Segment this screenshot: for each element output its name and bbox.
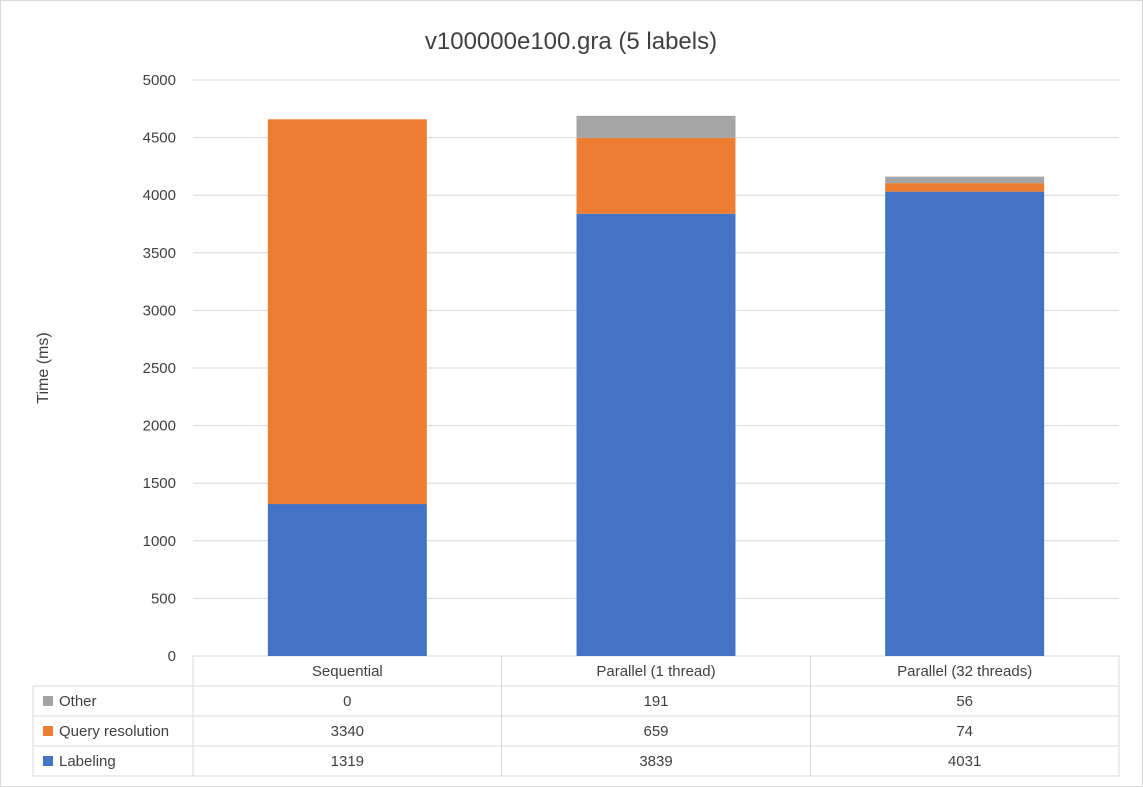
- y-tick-label: 5000: [143, 72, 176, 89]
- y-tick-label: 1500: [143, 475, 176, 492]
- bar-labeling: [267, 504, 427, 656]
- data-label: 56: [956, 693, 973, 710]
- data-label: 0: [343, 693, 351, 710]
- bar-other: [885, 176, 1045, 184]
- y-tick-label: 500: [151, 590, 176, 607]
- legend-label: Other: [59, 693, 97, 710]
- y-tick-label: 4500: [143, 130, 176, 147]
- bars: [267, 115, 1045, 657]
- legend-label: Labeling: [59, 753, 116, 770]
- bar-labeling: [576, 213, 736, 656]
- data-label: 74: [956, 723, 973, 740]
- bar-query-resolution: [267, 119, 427, 505]
- x-tick-label: Sequential: [312, 663, 383, 680]
- chart-title: v100000e100.gra (5 labels): [425, 28, 717, 55]
- y-axis-ticks: 0 500 1000 1500 2000 2500 3000 3500 4000 4500 5000: [143, 72, 176, 665]
- data-label: 4031: [948, 753, 981, 770]
- legend-swatch: [43, 726, 53, 736]
- data-label: 1319: [331, 753, 364, 770]
- y-tick-label: 2000: [143, 418, 176, 435]
- y-tick-label: 4000: [143, 187, 176, 204]
- y-tick-label: 3000: [143, 302, 176, 319]
- x-tick-label: Parallel (1 thread): [596, 663, 715, 680]
- y-tick-label: 2500: [143, 360, 176, 377]
- bar-other: [576, 115, 736, 138]
- bar-query-resolution: [885, 183, 1045, 192]
- x-tick-label: Parallel (32 threads): [897, 663, 1032, 680]
- y-axis-title: Time (ms): [35, 332, 52, 403]
- legend-swatch: [43, 696, 53, 706]
- y-tick-label: 3500: [143, 245, 176, 262]
- bar-labeling: [885, 191, 1045, 657]
- data-label: 659: [643, 723, 668, 740]
- legend-label: Query resolution: [59, 723, 169, 740]
- data-label: 3839: [639, 753, 672, 770]
- data-label: 191: [643, 693, 668, 710]
- data-label: 3340: [331, 723, 364, 740]
- y-tick-label: 0: [168, 648, 176, 665]
- legend-swatch: [43, 756, 53, 766]
- data-table: Sequential Parallel (1 thread) Parallel (3…: [32, 656, 1120, 777]
- bar-query-resolution: [576, 137, 736, 214]
- y-tick-label: 1000: [143, 533, 176, 550]
